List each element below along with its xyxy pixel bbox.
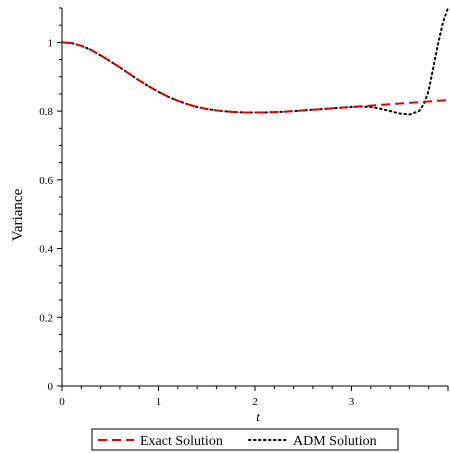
x-tick-label: 1 [156, 396, 162, 408]
y-tick-label: 0.6 [39, 175, 53, 187]
x-tick-label: 0 [59, 396, 65, 408]
legend-label-exact: Exact Solution [140, 434, 223, 449]
x-tick-label: 2 [252, 396, 258, 408]
y-tick-label: 0.8 [39, 106, 53, 118]
adm-solution-line [61, 7, 449, 116]
exact-solution-line [61, 41, 449, 114]
x-axis-ticks: 0 1 2 3 [59, 386, 449, 408]
y-axis-title: Variance [10, 188, 26, 241]
y-tick-label: 0 [48, 381, 54, 393]
legend-label-adm: ADM Solution [293, 434, 377, 449]
x-tick-label: 3 [349, 396, 355, 408]
x-axis-title: t [256, 409, 260, 424]
y-tick-label: 1 [48, 37, 54, 49]
legend-box [91, 428, 399, 451]
plot-series [61, 7, 449, 116]
y-tick-label: 0.2 [39, 312, 53, 324]
y-tick-label: 0.4 [39, 244, 53, 256]
y-axis-ticks: 0 0.2 0.4 0.6 0.8 1 [39, 7, 62, 393]
legend: Exact Solution ADM Solution [91, 428, 399, 451]
